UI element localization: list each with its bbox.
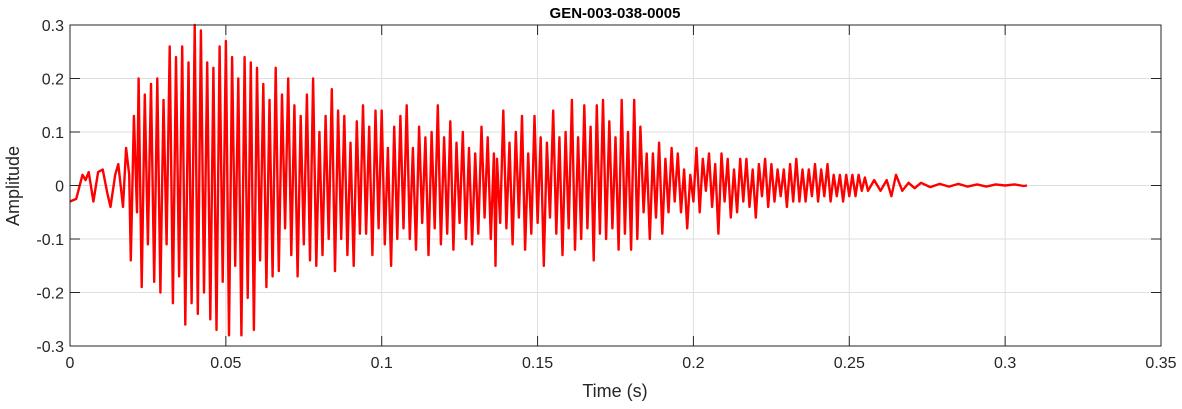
x-tick-labels: 0 0.05 0.1 0.15 0.2 0.25 0.3 0.35	[66, 355, 1177, 372]
y-axis-label: Amplitude	[3, 146, 23, 226]
y-tick-label: 0.2	[42, 72, 64, 89]
y-tick-label: 0	[55, 179, 64, 196]
x-axis-label: Time (s)	[582, 381, 647, 401]
x-tick-label: 0.35	[1145, 355, 1176, 372]
waveform-line	[69, 23, 1028, 337]
x-tick-label: 0.25	[834, 355, 865, 372]
x-tick-label: 0	[66, 355, 75, 372]
y-tick-labels: 0.3 0.2 0.1 0 -0.1 -0.2 -0.3	[36, 18, 64, 356]
x-tick-label: 0.05	[210, 355, 241, 372]
ticks	[69, 24, 1162, 347]
y-tick-label: 0.3	[42, 18, 64, 35]
y-tick-label: -0.3	[36, 339, 64, 356]
x-tick-label: 0.1	[371, 355, 393, 372]
y-tick-label: -0.1	[36, 232, 64, 249]
y-tick-label: 0.1	[42, 125, 64, 142]
chart-title: GEN-003-038-0005	[550, 5, 681, 22]
x-tick-label: 0.3	[994, 355, 1016, 372]
x-tick-label: 0.2	[682, 355, 704, 372]
y-tick-label: -0.2	[36, 286, 64, 303]
x-tick-label: 0.15	[522, 355, 553, 372]
